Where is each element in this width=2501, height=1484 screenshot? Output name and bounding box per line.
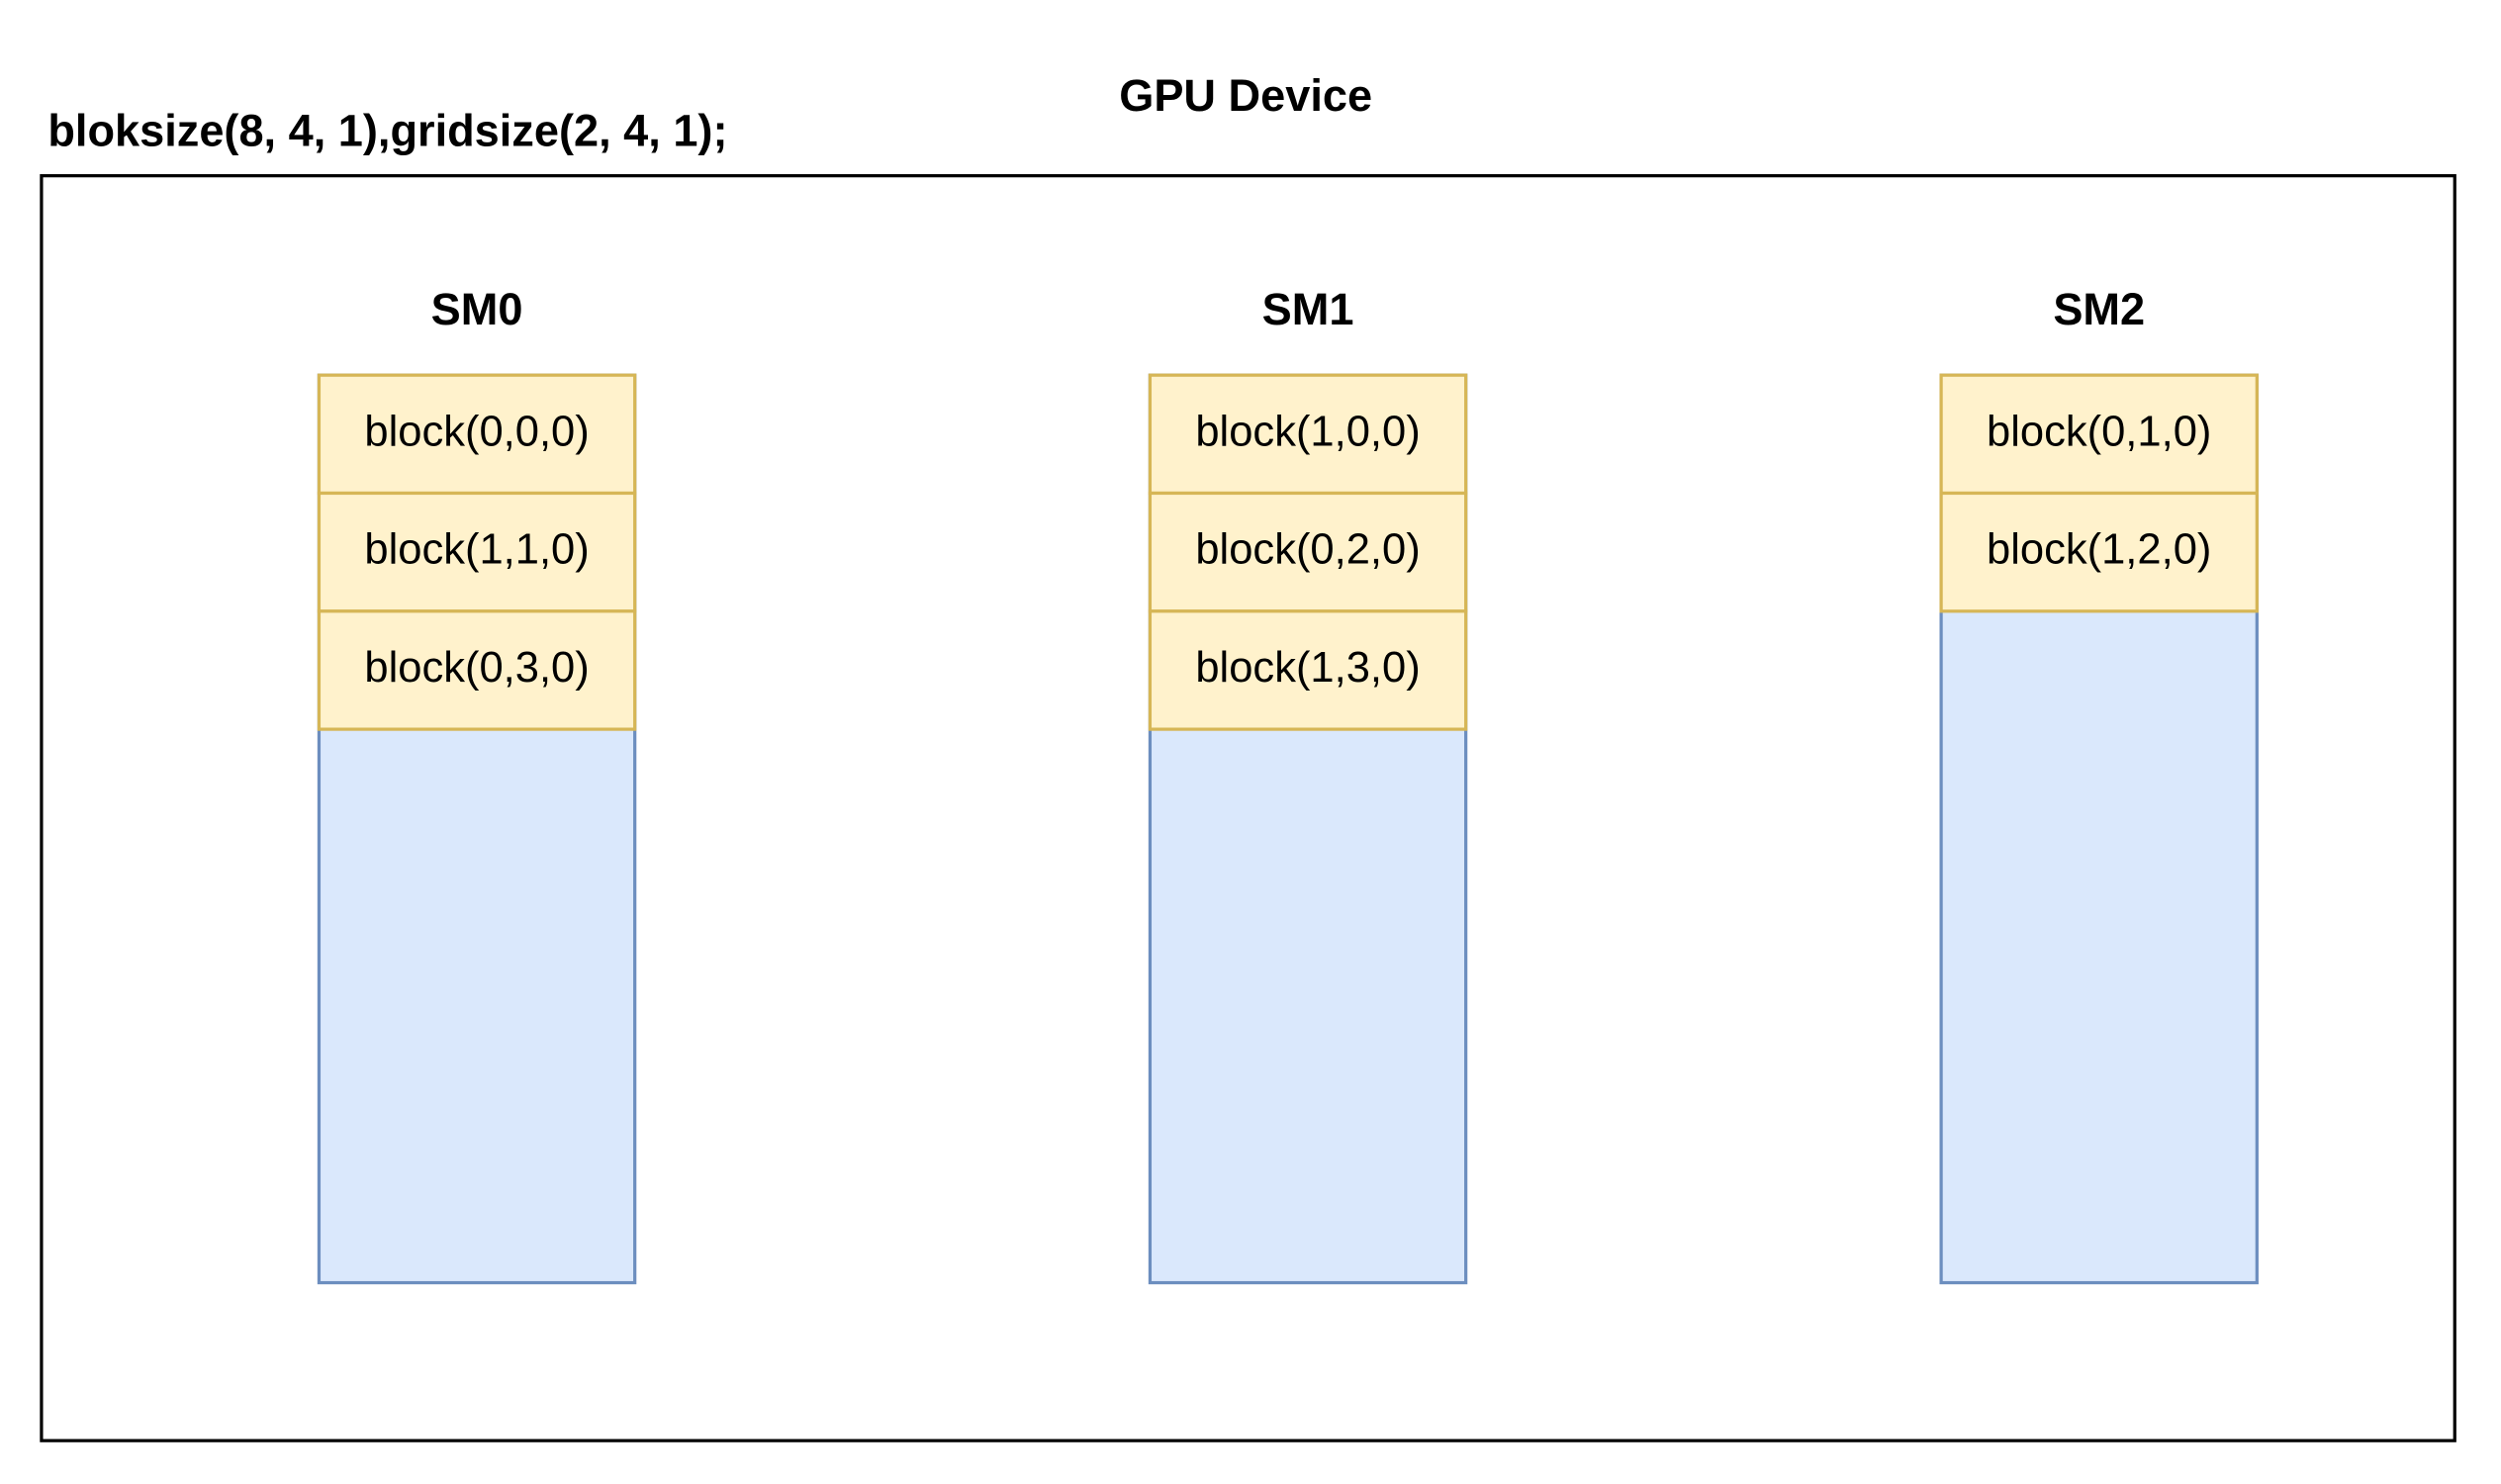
block-label: block(0,2,0): [1195, 526, 1420, 574]
block-cell: [1939, 491, 2259, 613]
block-label: block(1,3,0): [1195, 644, 1420, 692]
block-label: block(1,2,0): [1987, 526, 2211, 574]
block-cell: [1939, 373, 2259, 496]
block-label: block(0,0,0): [364, 408, 589, 455]
block-label: block(1,0,0): [1195, 408, 1420, 455]
block-label: block(0,1,0): [1987, 408, 2211, 455]
block-cell: [1148, 609, 1468, 731]
block-label: block(0,3,0): [364, 644, 589, 692]
device-title: GPU Device: [1119, 70, 1372, 121]
block-label: block(1,1,0): [364, 526, 589, 574]
block-cell: [317, 373, 637, 496]
config-text: bloksize(8, 4, 1),gridsize(2, 4, 1);: [47, 106, 727, 156]
sm-label: SM0: [431, 284, 523, 334]
sm-label: SM2: [2053, 284, 2145, 334]
block-cell: [1148, 491, 1468, 613]
sm-label: SM1: [1262, 284, 1354, 334]
block-cell: [317, 609, 637, 731]
block-cell: [317, 491, 637, 613]
